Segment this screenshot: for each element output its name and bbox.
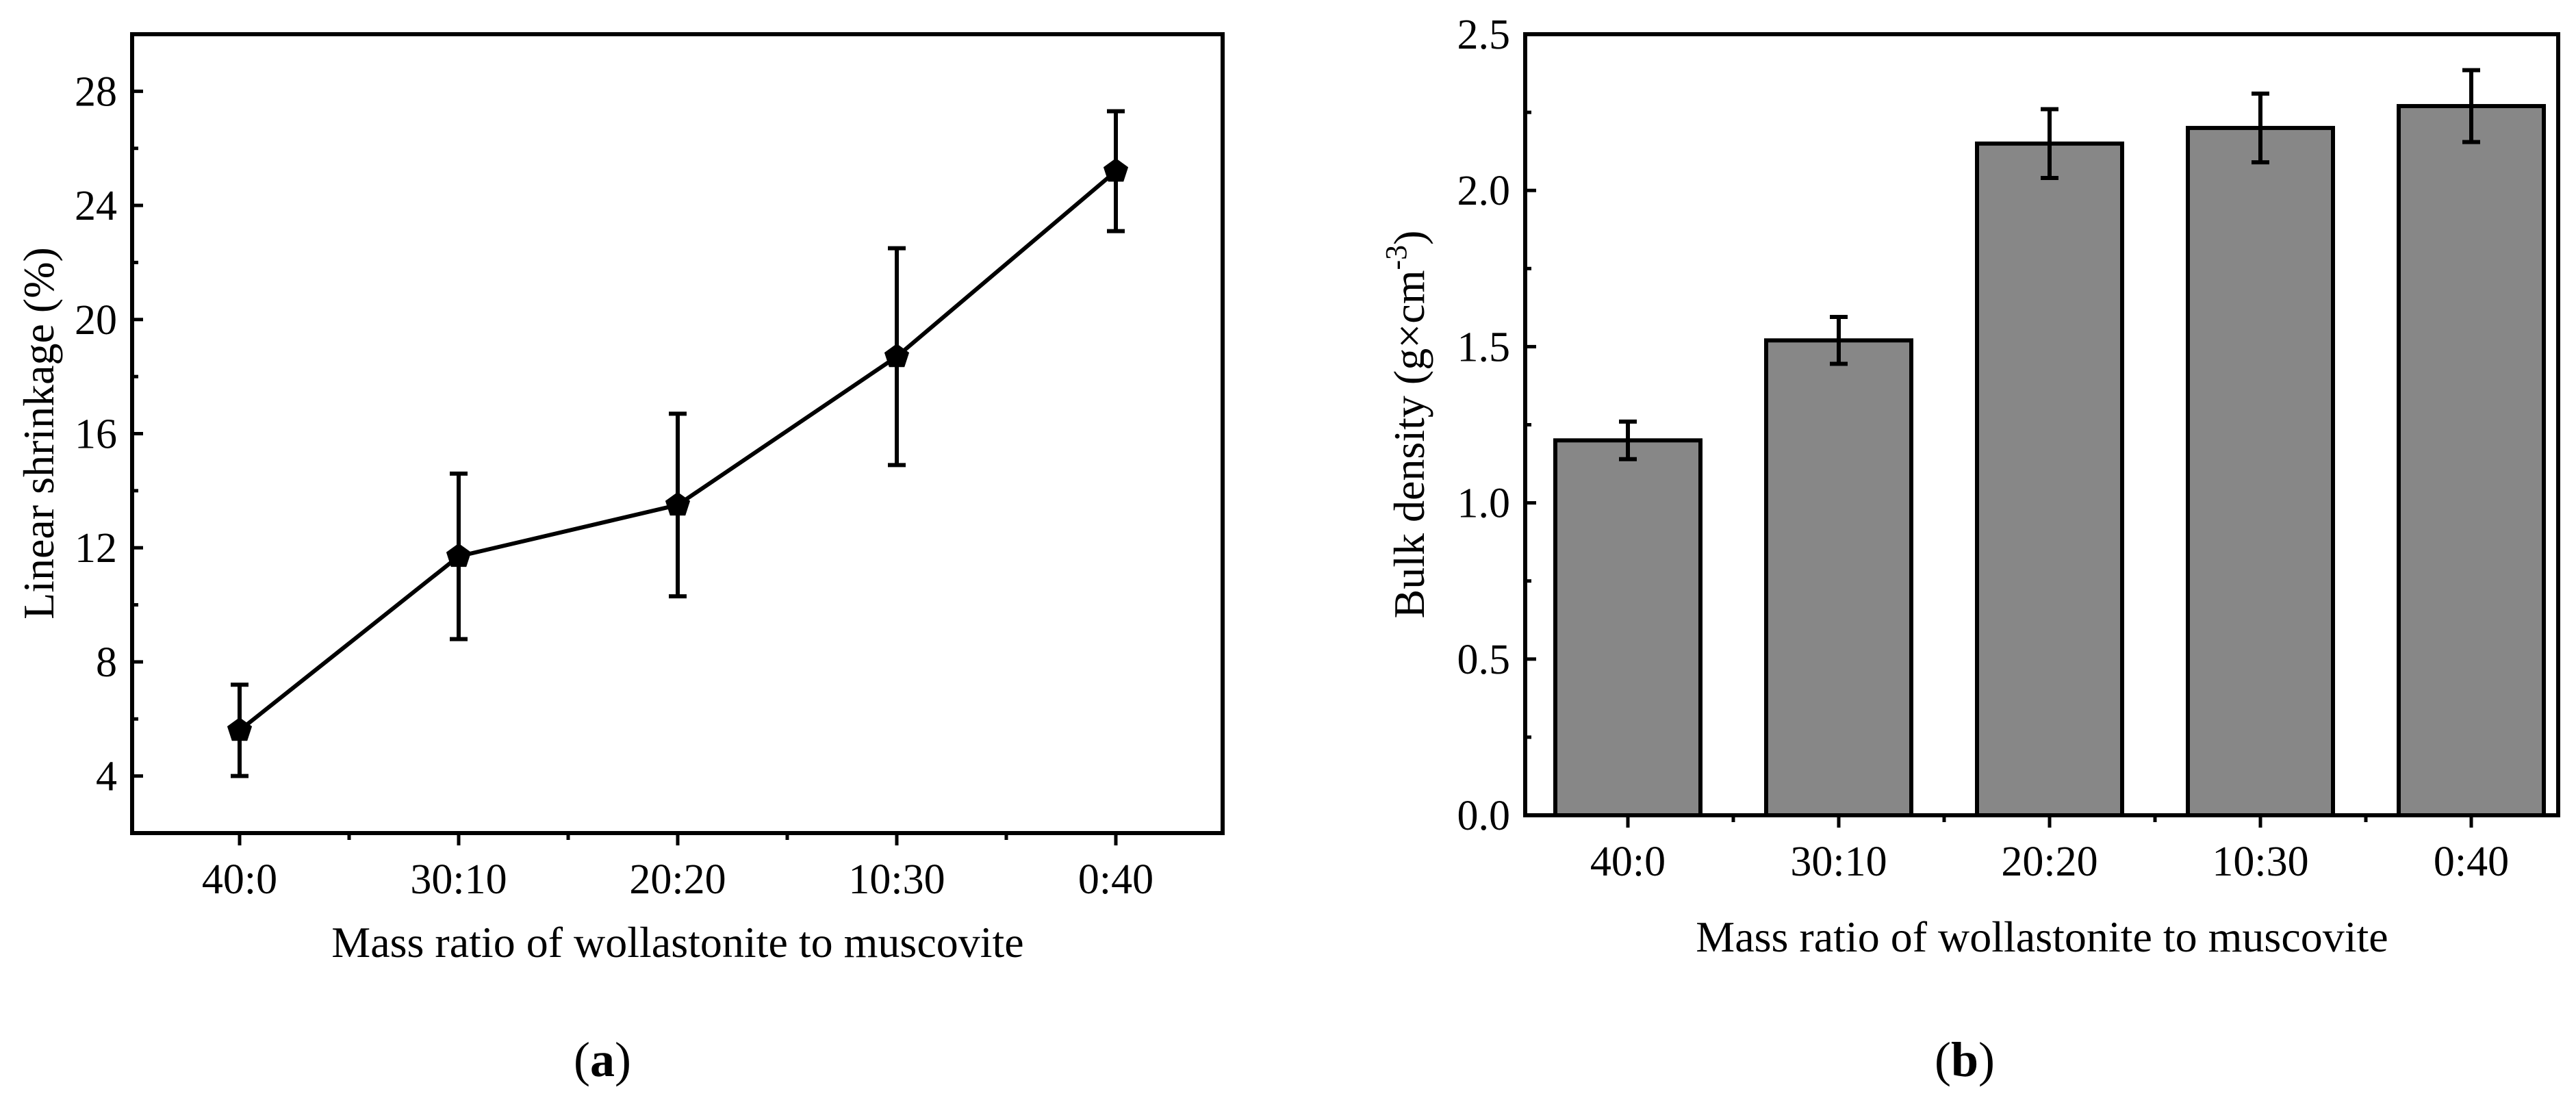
y-tick-label: 1.0 [1457,481,1511,527]
data-point-marker [665,491,691,516]
x-tick-label: 40:0 [1590,839,1666,885]
data-point-marker [446,543,472,567]
y-tick-label: 2.5 [1457,12,1511,58]
y-tick-label: 16 [75,411,117,458]
data-point-marker [884,344,910,368]
x-tick-label: 0:40 [2434,839,2509,885]
panel-a-line-chart: 4 8 12 16 20 24 28 40:0 30:10 20:20 10:30 0:40 Mas… [14,32,1225,1087]
y-tick-label: 1.5 [1457,324,1511,370]
x-tick-label: 10:30 [2212,839,2308,885]
bar [2186,125,2335,818]
panel-b-bar-chart: 0.0 0.5 1.0 1.5 2.0 2.5 40:0 30:10 20:20 10:30 0:… [1379,12,2560,1087]
y-tick-label: 20 [75,297,117,344]
x-axis-title-a: Mass ratio of wollastonite to muscovite [331,918,1023,967]
y-tick-label: 28 [75,68,117,115]
error-bars-a [231,109,1125,778]
bars-b [1553,103,2546,818]
error-bars-b [1619,68,2480,461]
y-tick-label: 0.0 [1457,793,1511,839]
y-axis-title-a: Linear shrinkage (%) [14,247,63,620]
y-tick-label: 8 [96,639,117,686]
markers-a [227,158,1129,741]
data-point-marker [1103,158,1129,182]
y-tick-label: 12 [75,525,117,572]
x-tick-label: 40:0 [202,856,277,903]
bar [1553,438,1703,817]
data-point-marker [227,717,253,741]
x-tick-label: 0:40 [1078,856,1153,903]
y-axis-ticks-b: 0.0 0.5 1.0 1.5 2.0 2.5 [1457,12,1536,839]
bar [2397,103,2546,817]
y-tick-label: 4 [96,754,117,800]
x-axis-ticks-b: 40:0 30:10 20:20 10:30 0:40 [1590,815,2509,885]
panel-label-b: (b) [1935,1032,1995,1087]
bar [1975,141,2124,818]
y-tick-label: 2.0 [1457,168,1511,214]
x-axis-ticks-a: 40:0 30:10 20:20 10:30 0:40 [202,833,1153,903]
x-tick-label: 10:30 [848,856,945,903]
y-tick-label: 24 [75,183,117,229]
y-tick-label: 0.5 [1457,637,1511,683]
bar [1764,338,1913,818]
panel-label-a: (a) [574,1032,631,1087]
y-axis-ticks-a: 4 8 12 16 20 24 28 [75,68,143,800]
y-axis-title-b: Bulk density (g×cm-3) [1379,231,1433,619]
x-tick-label: 30:10 [1790,839,1887,885]
x-tick-label: 30:10 [410,856,507,903]
x-axis-title-b: Mass ratio of wollastonite to muscovite [1696,912,2388,961]
x-tick-label: 20:20 [2001,839,2097,885]
x-tick-label: 20:20 [629,856,726,903]
